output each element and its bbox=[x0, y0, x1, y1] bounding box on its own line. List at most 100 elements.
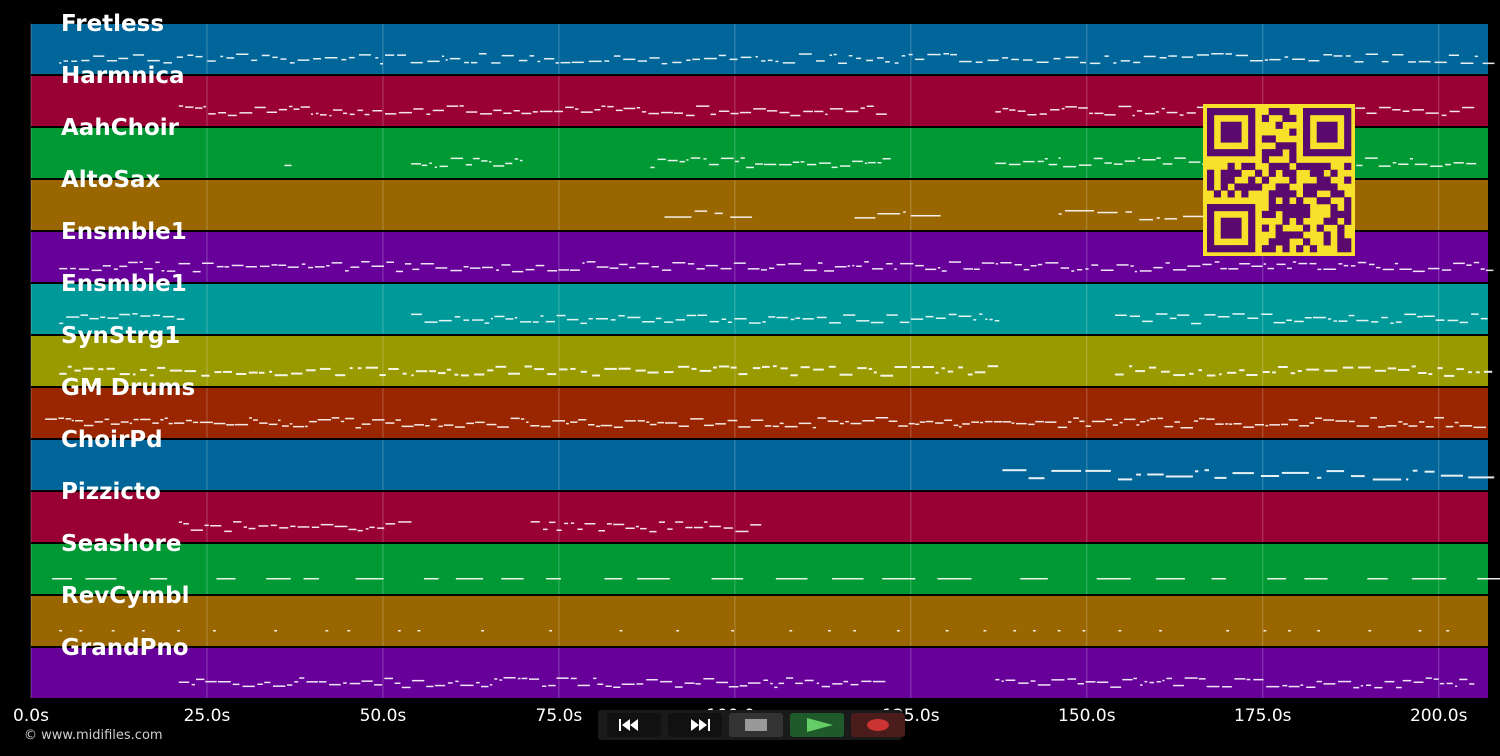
note bbox=[140, 368, 147, 371]
note bbox=[300, 106, 310, 108]
note bbox=[1133, 677, 1137, 680]
note bbox=[1235, 54, 1248, 57]
note bbox=[432, 109, 444, 112]
track-lane[interactable] bbox=[31, 492, 1488, 542]
note bbox=[1139, 270, 1152, 272]
note bbox=[1125, 211, 1133, 213]
note bbox=[1116, 264, 1129, 266]
note bbox=[184, 370, 197, 373]
note bbox=[843, 314, 856, 316]
note bbox=[220, 55, 224, 58]
note bbox=[784, 425, 798, 428]
note bbox=[915, 264, 924, 267]
note bbox=[1016, 422, 1027, 425]
record-button[interactable] bbox=[851, 713, 905, 737]
note bbox=[1474, 55, 1478, 58]
note bbox=[1441, 269, 1452, 271]
note bbox=[1304, 317, 1312, 319]
note bbox=[1198, 678, 1206, 680]
note bbox=[1048, 163, 1058, 166]
note bbox=[475, 421, 485, 424]
note bbox=[798, 53, 812, 55]
note bbox=[816, 316, 827, 319]
note bbox=[1396, 686, 1402, 689]
note bbox=[556, 677, 569, 679]
note bbox=[925, 315, 934, 318]
note bbox=[1037, 263, 1043, 266]
note bbox=[94, 421, 103, 423]
note bbox=[1395, 321, 1402, 323]
note bbox=[537, 60, 541, 63]
track-lane[interactable] bbox=[31, 596, 1488, 646]
note bbox=[102, 265, 111, 267]
note bbox=[239, 112, 253, 114]
note bbox=[1002, 421, 1012, 423]
note bbox=[804, 679, 814, 682]
note bbox=[1402, 110, 1410, 112]
note bbox=[111, 630, 115, 632]
note bbox=[747, 268, 760, 270]
note bbox=[852, 264, 855, 267]
note bbox=[995, 263, 998, 265]
note bbox=[637, 420, 645, 422]
note bbox=[987, 59, 999, 62]
note bbox=[411, 374, 414, 377]
note bbox=[690, 418, 704, 420]
note bbox=[827, 420, 839, 422]
note bbox=[1309, 262, 1317, 265]
note bbox=[480, 113, 492, 115]
note bbox=[384, 677, 393, 680]
qr-code[interactable] bbox=[1203, 104, 1355, 256]
note bbox=[1462, 106, 1475, 109]
note bbox=[1399, 268, 1412, 270]
track-name: Fretless bbox=[61, 11, 165, 37]
stop-button[interactable] bbox=[729, 713, 783, 737]
note bbox=[349, 367, 353, 370]
note bbox=[1297, 370, 1302, 372]
note bbox=[248, 371, 258, 374]
note bbox=[464, 61, 469, 64]
track-lane[interactable] bbox=[31, 284, 1488, 334]
track-lane[interactable] bbox=[31, 388, 1488, 438]
note bbox=[481, 630, 484, 632]
note bbox=[1179, 114, 1184, 116]
note bbox=[1002, 469, 1027, 472]
note bbox=[845, 420, 849, 423]
track-lane[interactable] bbox=[31, 544, 1488, 594]
note bbox=[1392, 109, 1401, 111]
note bbox=[1284, 56, 1289, 58]
note bbox=[501, 264, 511, 266]
note bbox=[856, 320, 870, 322]
note bbox=[163, 62, 172, 64]
note bbox=[297, 59, 310, 61]
time-tick-label: 0.0s bbox=[13, 706, 49, 726]
track-lane[interactable] bbox=[31, 648, 1488, 698]
rewind-button[interactable] bbox=[607, 713, 661, 737]
note bbox=[739, 685, 748, 687]
track-lane[interactable] bbox=[31, 440, 1488, 490]
note bbox=[514, 158, 519, 160]
note bbox=[1335, 420, 1348, 422]
note bbox=[1134, 270, 1137, 273]
fast-forward-button[interactable] bbox=[668, 713, 722, 737]
note bbox=[1228, 268, 1239, 270]
note bbox=[592, 374, 600, 377]
note bbox=[1166, 677, 1172, 680]
note bbox=[601, 105, 606, 107]
track-lane[interactable] bbox=[31, 336, 1488, 386]
note bbox=[245, 266, 257, 268]
note bbox=[1162, 163, 1173, 165]
track-lane[interactable] bbox=[31, 24, 1488, 74]
note bbox=[901, 55, 906, 57]
note bbox=[598, 530, 605, 532]
note bbox=[979, 313, 983, 315]
note bbox=[361, 423, 371, 425]
note bbox=[850, 422, 862, 425]
note bbox=[365, 528, 369, 530]
play-button[interactable] bbox=[790, 713, 844, 737]
note bbox=[142, 630, 145, 632]
note bbox=[1243, 426, 1254, 428]
note bbox=[613, 523, 625, 526]
note bbox=[1139, 218, 1153, 221]
note bbox=[340, 420, 345, 423]
